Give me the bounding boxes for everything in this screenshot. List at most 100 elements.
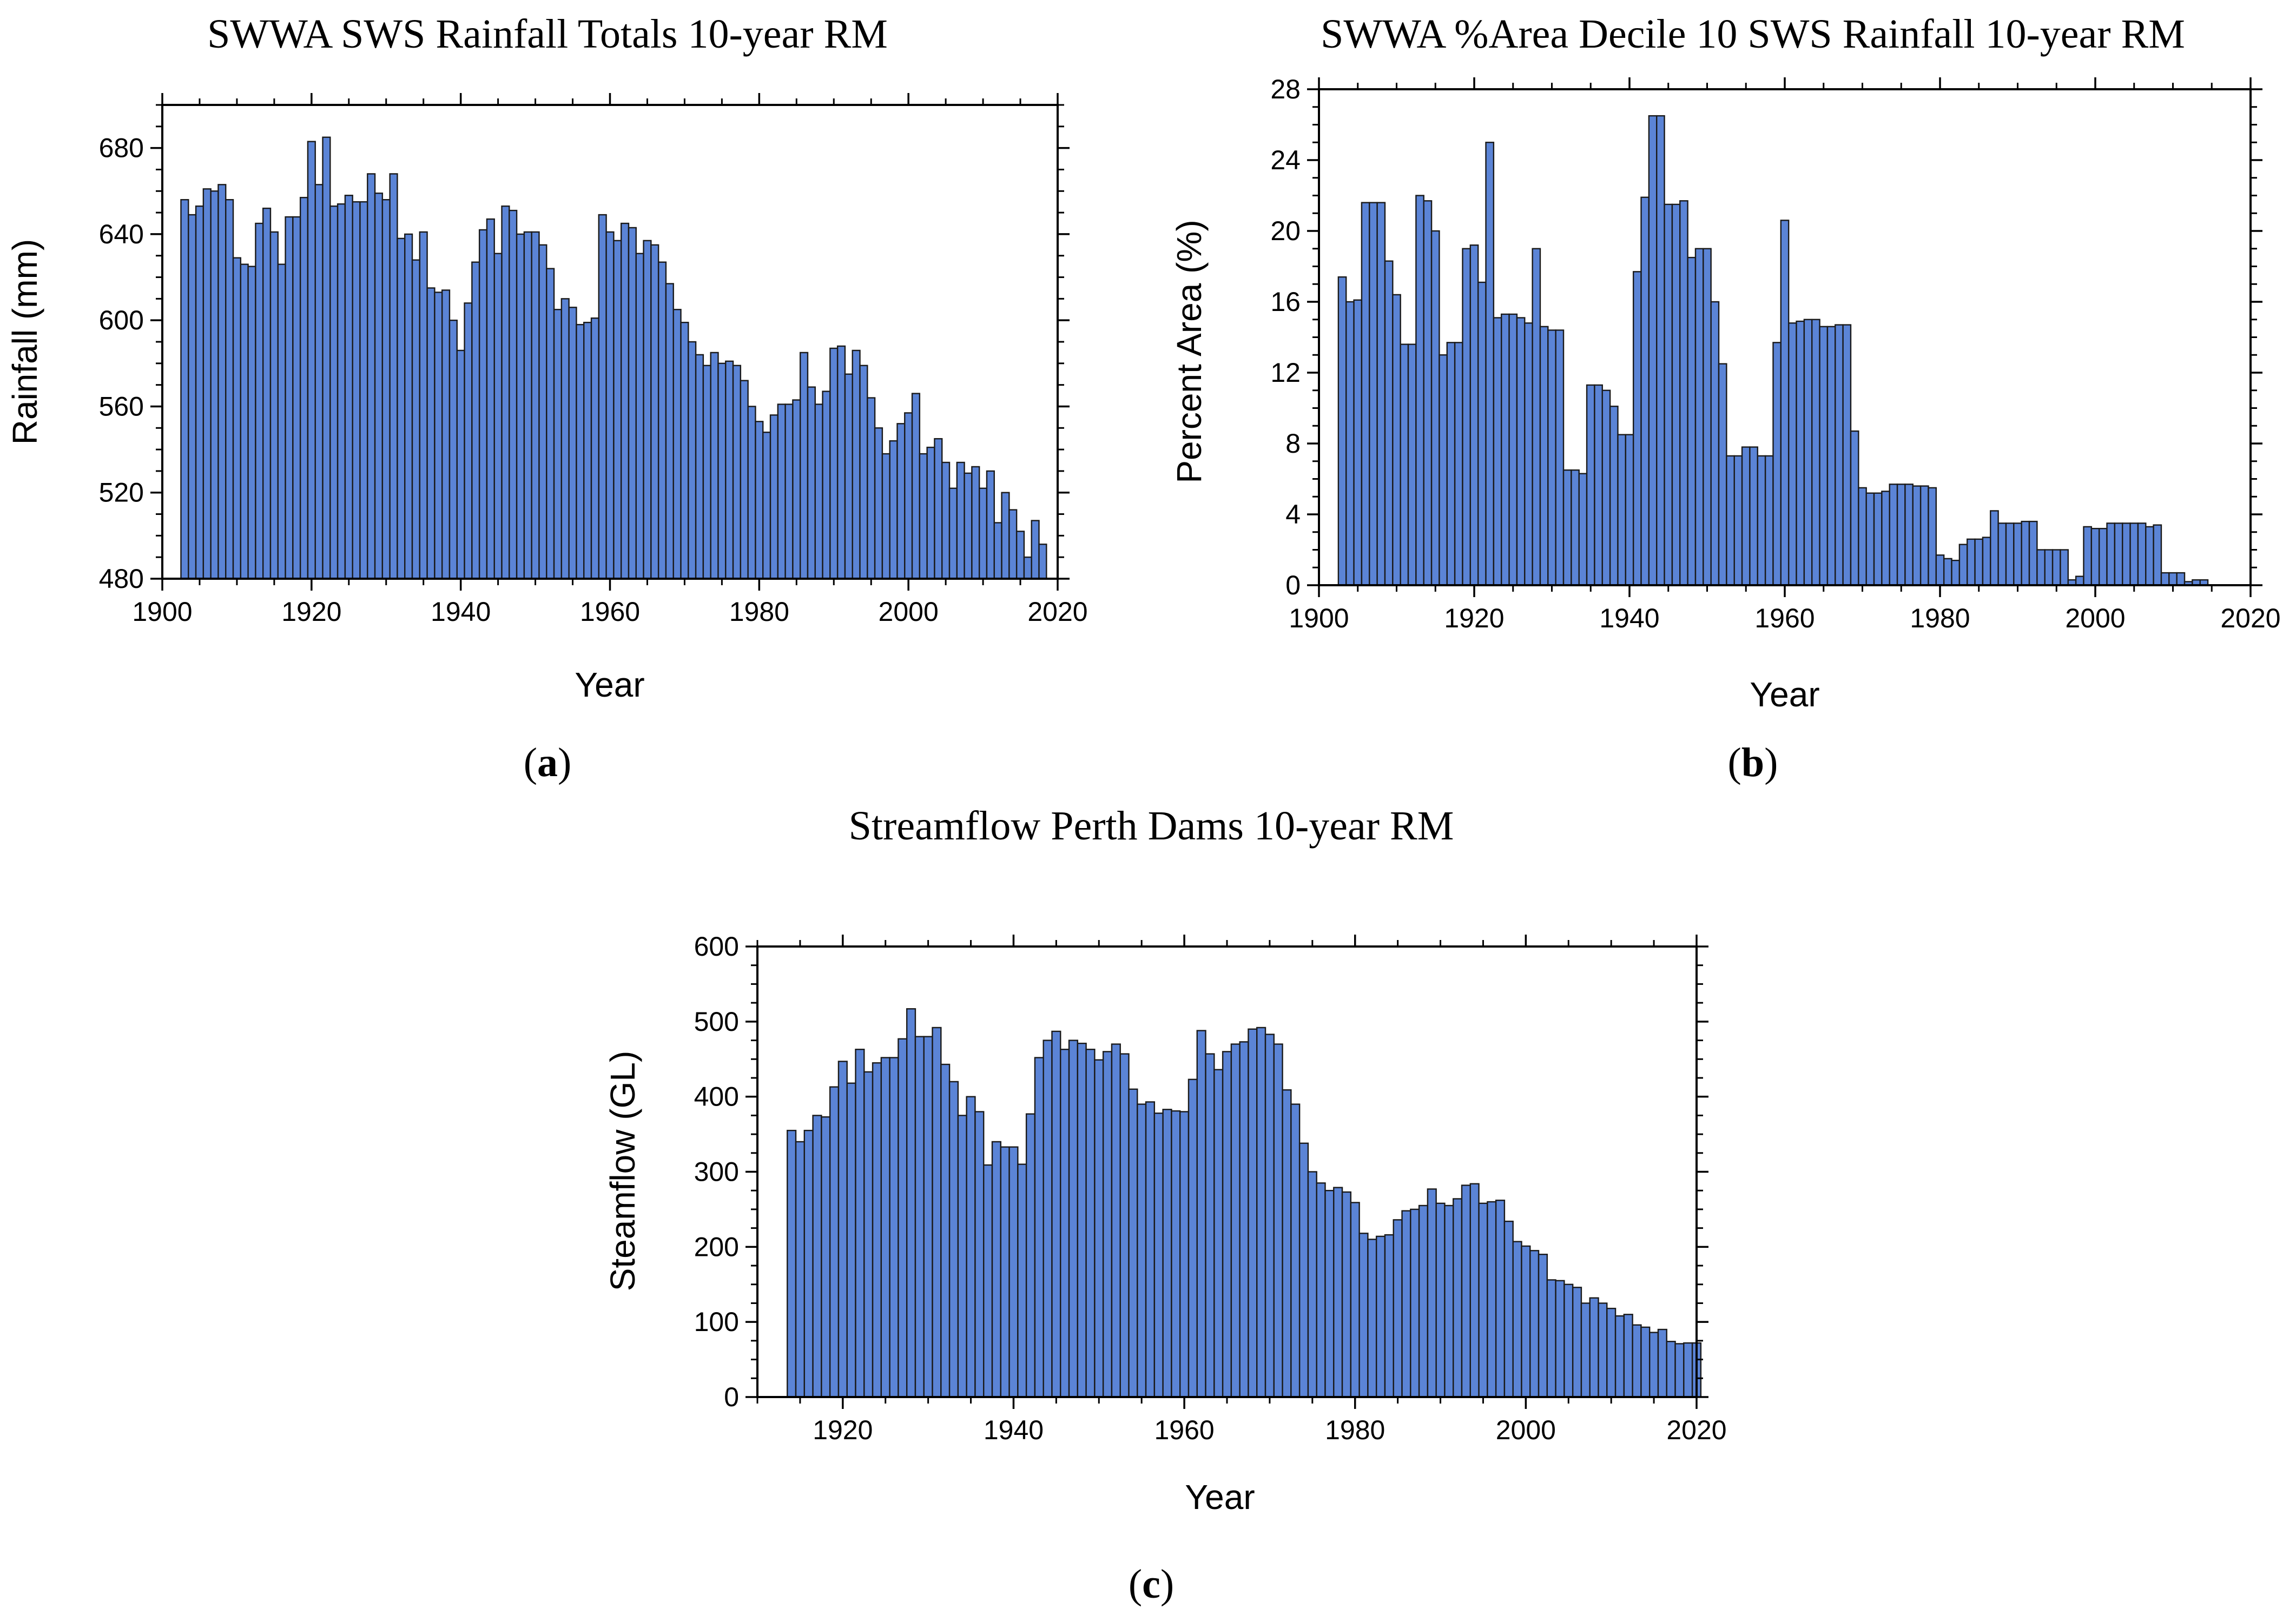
panel-a-bar-1973 xyxy=(702,365,711,580)
panel-a-bar-2016 xyxy=(1023,556,1032,580)
panel-b-xtick-label-2020: 2020 xyxy=(2220,603,2280,633)
panel-b-bar-1941 xyxy=(1632,271,1642,586)
panel-label-letter: a xyxy=(537,740,558,785)
panel-b-bar-1905 xyxy=(1353,299,1363,586)
panel-c-bar-1940 xyxy=(1008,1146,1019,1398)
panel-c-bar-1992 xyxy=(1453,1198,1463,1398)
panel-b-bar-1922 xyxy=(1485,142,1495,586)
panel-b-bar-1904 xyxy=(1345,301,1355,586)
panel-c-bar-1951 xyxy=(1102,1051,1113,1398)
panel-a: SWWA SWS Rainfall Totals 10-year RM 1900 1… xyxy=(5,11,1088,785)
panel-a-bar-1938 xyxy=(441,289,451,580)
panel-b-bar-1998 xyxy=(2075,575,2084,586)
panel-a-bar-2014 xyxy=(1008,509,1018,580)
panel-label-close: ) xyxy=(558,740,571,785)
panel-a-bar-1951 xyxy=(538,244,547,580)
panel-c-xtick-label-1920: 1920 xyxy=(813,1415,873,1445)
panel-c-bar-2014 xyxy=(1640,1326,1651,1398)
panel-a-bar-1976 xyxy=(725,360,734,580)
panel-c-bar-1987 xyxy=(1410,1208,1420,1398)
panel-a-bar-2003 xyxy=(926,446,935,580)
panel-c-ytick-label-300: 300 xyxy=(694,1157,739,1187)
panel-a-bar-1975 xyxy=(717,362,727,580)
panel-a-xtick-label-1960: 1960 xyxy=(580,597,640,627)
panel-c-bar-2000 xyxy=(1521,1245,1531,1398)
panel-a-bar-1988 xyxy=(814,403,823,580)
panel-b-bar-1967 xyxy=(1835,324,1844,586)
panel-c-bar-1985 xyxy=(1393,1219,1403,1398)
panel-a-bar-1993 xyxy=(852,349,861,580)
panel-b-bar-2006 xyxy=(2137,522,2147,586)
panel-a-bar-1943 xyxy=(478,229,488,580)
panel-c-bar-1916 xyxy=(803,1129,814,1398)
panel-a-bar-2015 xyxy=(1015,531,1025,580)
panel-b-bar-1955 xyxy=(1741,446,1751,586)
panel-a-bar-1991 xyxy=(836,345,846,580)
panel-c-bar-2002 xyxy=(1538,1254,1548,1398)
panel-c-label: (c) xyxy=(1129,1561,1174,1607)
panel-a-xtick-label-2000: 2000 xyxy=(879,597,939,627)
panel-b-bar-1909 xyxy=(1384,260,1394,586)
panel-label-letter: c xyxy=(1142,1561,1160,1607)
panel-b-bar-1990 xyxy=(2013,522,2022,586)
panel-a-title: SWWA SWS Rainfall Totals 10-year RM xyxy=(207,11,888,57)
panel-c-bar-2003 xyxy=(1546,1279,1556,1398)
panel-c-bar-1995 xyxy=(1478,1202,1488,1398)
panel-b-bar-1931 xyxy=(1555,329,1565,586)
panel-c-bar-2009 xyxy=(1598,1302,1608,1398)
panel-b-bar-1969 xyxy=(1850,430,1859,586)
panel-a-bar-1966 xyxy=(650,244,659,580)
panel-c-bar-1941 xyxy=(1017,1163,1027,1398)
panel-a-bar-1906 xyxy=(202,188,212,580)
panel-a-bar-1974 xyxy=(710,352,719,580)
panel-a-bar-1964 xyxy=(635,253,644,580)
panel-c-bar-1959 xyxy=(1171,1110,1181,1398)
panel-a-bar-1971 xyxy=(688,341,697,580)
panel-a-bar-1922 xyxy=(322,136,331,580)
panel-b-bar-1906 xyxy=(1361,202,1370,586)
panel-a-label: (a) xyxy=(524,740,572,785)
panel-a-bar-1957 xyxy=(583,321,592,580)
panel-b-bar-1996 xyxy=(2060,549,2069,586)
panel-a-bar-1920 xyxy=(307,141,316,580)
panel-a-bar-1915 xyxy=(269,231,279,580)
panel-b-title: SWWA %Area Decile 10 SWS Rainfall 10-yea… xyxy=(1321,11,2185,57)
panel-a-bar-1963 xyxy=(628,227,637,580)
panel-a-bar-1934 xyxy=(411,259,421,580)
panel-a-bar-2000 xyxy=(904,412,913,580)
panel-c-ytick-label-600: 600 xyxy=(694,931,739,962)
panel-a-bar-1980 xyxy=(755,421,764,580)
panel-a-bar-1914 xyxy=(262,207,272,580)
panel-c-xtick-label-1940: 1940 xyxy=(984,1415,1044,1445)
panel-b-bar-1903 xyxy=(1337,276,1347,586)
panel-b-bar-1937 xyxy=(1601,389,1611,586)
panel-c-xtick-label-2000: 2000 xyxy=(1496,1415,1556,1445)
panel-b-bar-2003 xyxy=(2114,522,2123,586)
panel-a-bar-1994 xyxy=(859,365,868,580)
panel-b-bar-1984 xyxy=(1967,538,1976,586)
panel-a-bar-1996 xyxy=(874,427,883,580)
panel-b-bar-1974 xyxy=(1889,484,1898,586)
panel-b-bar-1982 xyxy=(1951,559,1961,586)
panel-a-bar-1981 xyxy=(762,432,771,580)
panel-a-bar-1918 xyxy=(292,216,301,580)
panel-c-bar-1921 xyxy=(846,1082,856,1398)
panel-c-ytick-label-200: 200 xyxy=(694,1232,739,1262)
panel-b-ytick-label-16: 16 xyxy=(1270,287,1301,317)
panel-b-bar-1949 xyxy=(1694,248,1704,586)
panel-c-bar-1937 xyxy=(983,1164,993,1398)
panel-a-bar-1953 xyxy=(553,309,563,580)
panel-a-bar-1910 xyxy=(232,257,242,580)
panel-c-bar-1915 xyxy=(795,1141,806,1398)
panel-c-bar-2008 xyxy=(1589,1297,1599,1398)
panel-a-bar-1945 xyxy=(493,253,503,580)
panel-b-bar-1978 xyxy=(1919,485,1929,586)
panel-c-bar-1999 xyxy=(1512,1241,1522,1398)
panel-b-bar-1968 xyxy=(1842,324,1852,586)
panel-a-bar-1972 xyxy=(695,354,704,580)
panel-b-bar-1920 xyxy=(1469,244,1479,586)
panel-b-bar-1912 xyxy=(1407,343,1417,586)
panel-b-bar-1958 xyxy=(1764,455,1774,586)
panel-a-bar-1948 xyxy=(516,233,525,580)
panel-c-xtick-label-2020: 2020 xyxy=(1666,1415,1726,1445)
